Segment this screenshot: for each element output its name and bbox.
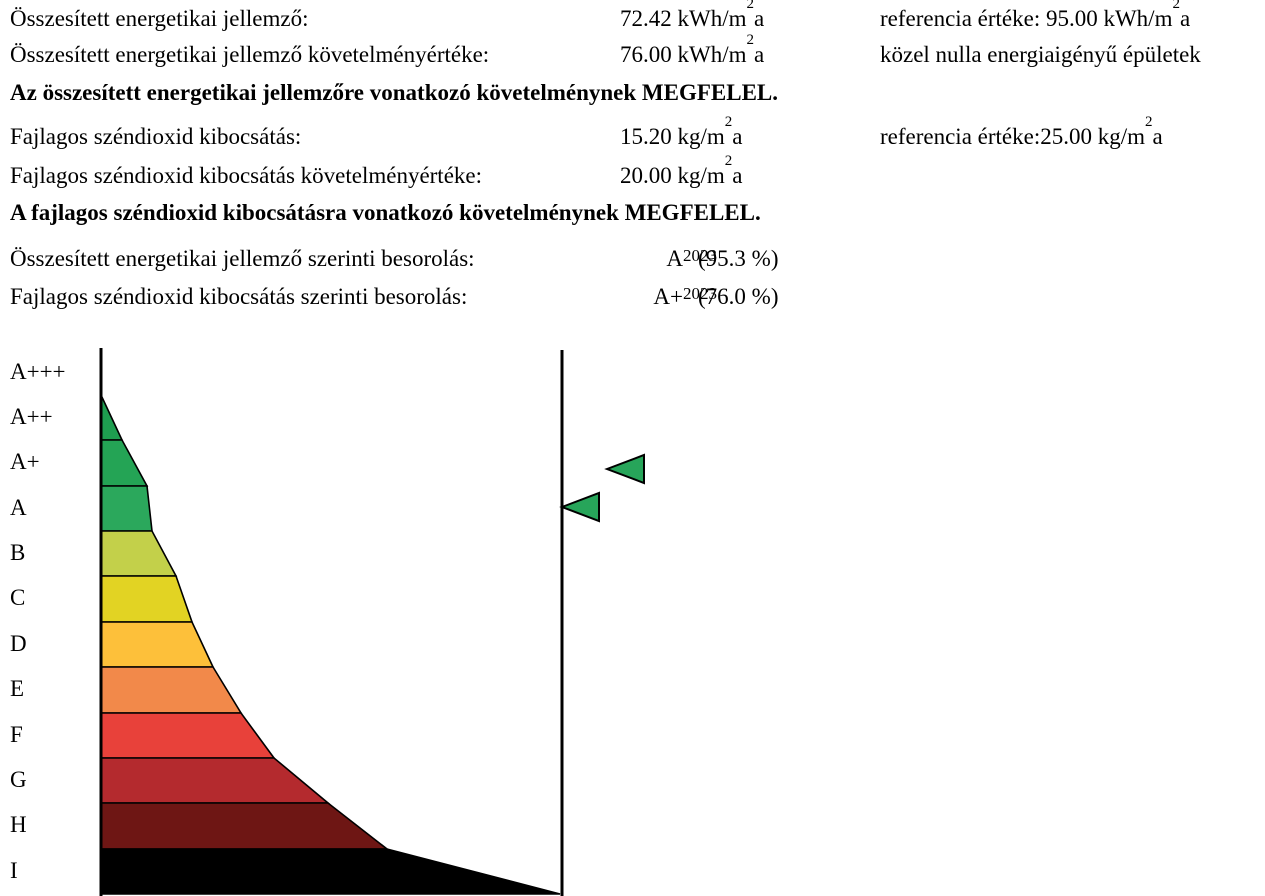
co2-requirement-value: 20.00 kg/m2a (620, 153, 743, 189)
energy-requirement-value: 76.00 kWh/m2a (620, 32, 765, 68)
energy-class-marker (559, 491, 600, 523)
co2-classification-label: Fajlagos széndioxid kibocsátás szerinti … (10, 284, 468, 309)
scale-band-c (100, 575, 194, 623)
energy-label: Összesített energetikai jellemző: (10, 6, 309, 31)
energy-verdict: Az összesített energetikai jellemzőre vo… (10, 80, 779, 105)
co2-classification-percent: (76.0 %) (698, 284, 779, 309)
energy-classification-class: A 2023 (666, 246, 717, 271)
scale-band-e (100, 666, 243, 714)
scale-label-a: A (10, 495, 27, 520)
scale-label-f: F (10, 722, 23, 747)
scale-band-i (100, 848, 561, 895)
co2-value: 15.20 kg/m2a (620, 114, 743, 150)
co2-classification-class: A+ 2023 (653, 284, 717, 309)
scale-band-b (100, 530, 178, 577)
scale-band-aplusplus (100, 394, 124, 441)
scale-band-f (100, 712, 276, 759)
energy-requirement-label: Összesített energetikai jellemző követel… (10, 42, 490, 67)
co2-label: Fajlagos széndioxid kibocsátás: (10, 124, 302, 149)
scale-label-aplusplus: A++ (10, 404, 53, 429)
scale-label-d: D (10, 631, 27, 656)
co2-requirement-label: Fajlagos széndioxid kibocsátás követelmé… (10, 163, 483, 188)
energy-requirement-note: közel nulla energiaigényű épületek (880, 42, 1201, 67)
energy-reference: referencia értéke: 95.00 kWh/m2a (880, 0, 1191, 31)
scale-band-aplus (100, 439, 149, 487)
co2-class-marker (604, 453, 645, 485)
scale-label-aplus: A+ (10, 449, 40, 474)
energy-classification-percent: (95.3 %) (698, 246, 779, 271)
energy-classification-label: Összesített energetikai jellemző szerint… (10, 246, 475, 271)
scale-label-c: C (10, 585, 26, 610)
co2-verdict: A fajlagos széndioxid kibocsátásra vonat… (10, 200, 761, 225)
scale-band-d (100, 621, 215, 668)
energy-value: 72.42 kWh/m2a (620, 0, 765, 31)
co2-reference: referencia értéke:25.00 kg/m2a (880, 114, 1163, 150)
scale-band-h (100, 802, 390, 850)
scale-label-i: I (10, 858, 18, 883)
scale-label-b: B (10, 540, 26, 565)
scale-label-aplusplusplus: A+++ (10, 359, 66, 384)
scale-band-a (100, 485, 153, 532)
scale-label-e: E (10, 676, 25, 701)
scale-band-g (100, 757, 331, 804)
scale-label-g: G (10, 767, 27, 792)
scale-label-h: H (10, 812, 27, 837)
